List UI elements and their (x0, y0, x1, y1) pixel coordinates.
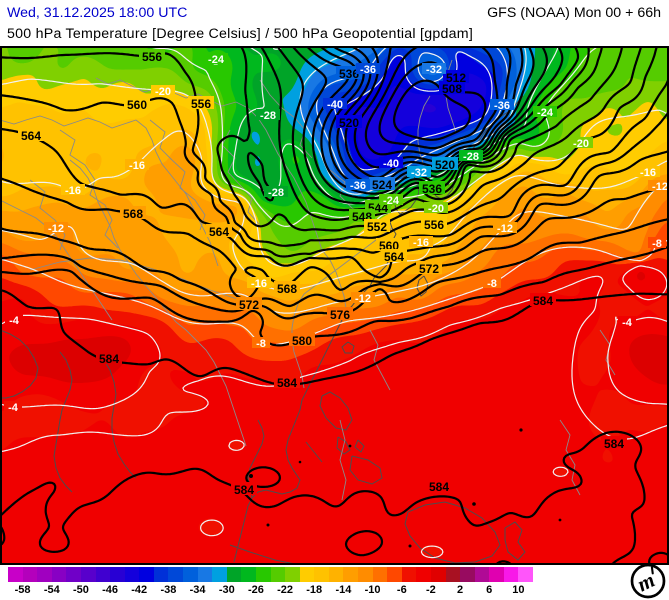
svg-text:-16: -16 (251, 278, 267, 290)
svg-text:-12: -12 (48, 223, 64, 235)
svg-text:-20: -20 (428, 203, 444, 215)
svg-text:-4: -4 (622, 317, 633, 329)
svg-text:-8: -8 (652, 238, 662, 250)
svg-text:524: 524 (372, 178, 392, 192)
svg-text:552: 552 (367, 220, 387, 234)
svg-text:508: 508 (442, 82, 462, 96)
svg-text:584: 584 (99, 352, 119, 366)
svg-text:-12: -12 (497, 223, 513, 235)
svg-text:-24: -24 (537, 107, 554, 119)
svg-text:-8: -8 (256, 338, 266, 350)
svg-text:-32: -32 (426, 64, 442, 76)
svg-text:-36: -36 (360, 64, 376, 76)
svg-text:-16: -16 (413, 237, 429, 249)
svg-text:572: 572 (419, 262, 439, 276)
svg-text:556: 556 (142, 50, 162, 64)
svg-text:-4: -4 (9, 315, 20, 327)
svg-text:584: 584 (533, 294, 553, 308)
svg-text:-24: -24 (208, 54, 225, 66)
svg-text:584: 584 (277, 376, 297, 390)
svg-text:556: 556 (424, 218, 444, 232)
svg-text:-16: -16 (65, 185, 81, 197)
svg-text:-12: -12 (652, 181, 668, 193)
svg-text:-36: -36 (350, 180, 366, 192)
svg-text:520: 520 (339, 116, 359, 130)
svg-text:-16: -16 (640, 167, 656, 179)
svg-text:564: 564 (21, 129, 41, 143)
svg-text:-28: -28 (268, 187, 284, 199)
svg-text:576: 576 (330, 308, 350, 322)
svg-text:-8: -8 (487, 278, 497, 290)
svg-text:568: 568 (123, 207, 143, 221)
svg-text:-20: -20 (155, 86, 171, 98)
svg-text:-28: -28 (260, 110, 276, 122)
svg-text:580: 580 (292, 334, 312, 348)
svg-text:584: 584 (234, 483, 254, 497)
svg-text:520: 520 (435, 158, 455, 172)
svg-text:584: 584 (604, 437, 624, 451)
svg-text:-32: -32 (411, 167, 427, 179)
svg-text:-36: -36 (494, 100, 510, 112)
svg-text:564: 564 (384, 250, 404, 264)
svg-text:568: 568 (277, 282, 297, 296)
svg-text:-40: -40 (383, 158, 399, 170)
svg-text:-4: -4 (8, 402, 19, 414)
svg-text:-28: -28 (463, 151, 479, 163)
svg-text:536: 536 (422, 182, 442, 196)
svg-text:560: 560 (127, 98, 147, 112)
svg-text:584: 584 (429, 480, 449, 494)
svg-text:-24: -24 (383, 195, 400, 207)
svg-text:564: 564 (209, 225, 229, 239)
svg-text:-16: -16 (129, 160, 145, 172)
svg-text:-20: -20 (573, 138, 589, 150)
svg-text:536: 536 (339, 67, 359, 81)
svg-text:556: 556 (191, 97, 211, 111)
svg-text:-12: -12 (355, 293, 371, 305)
svg-text:572: 572 (239, 298, 259, 312)
svg-text:-40: -40 (327, 99, 343, 111)
svg-text:512: 512 (446, 71, 466, 85)
